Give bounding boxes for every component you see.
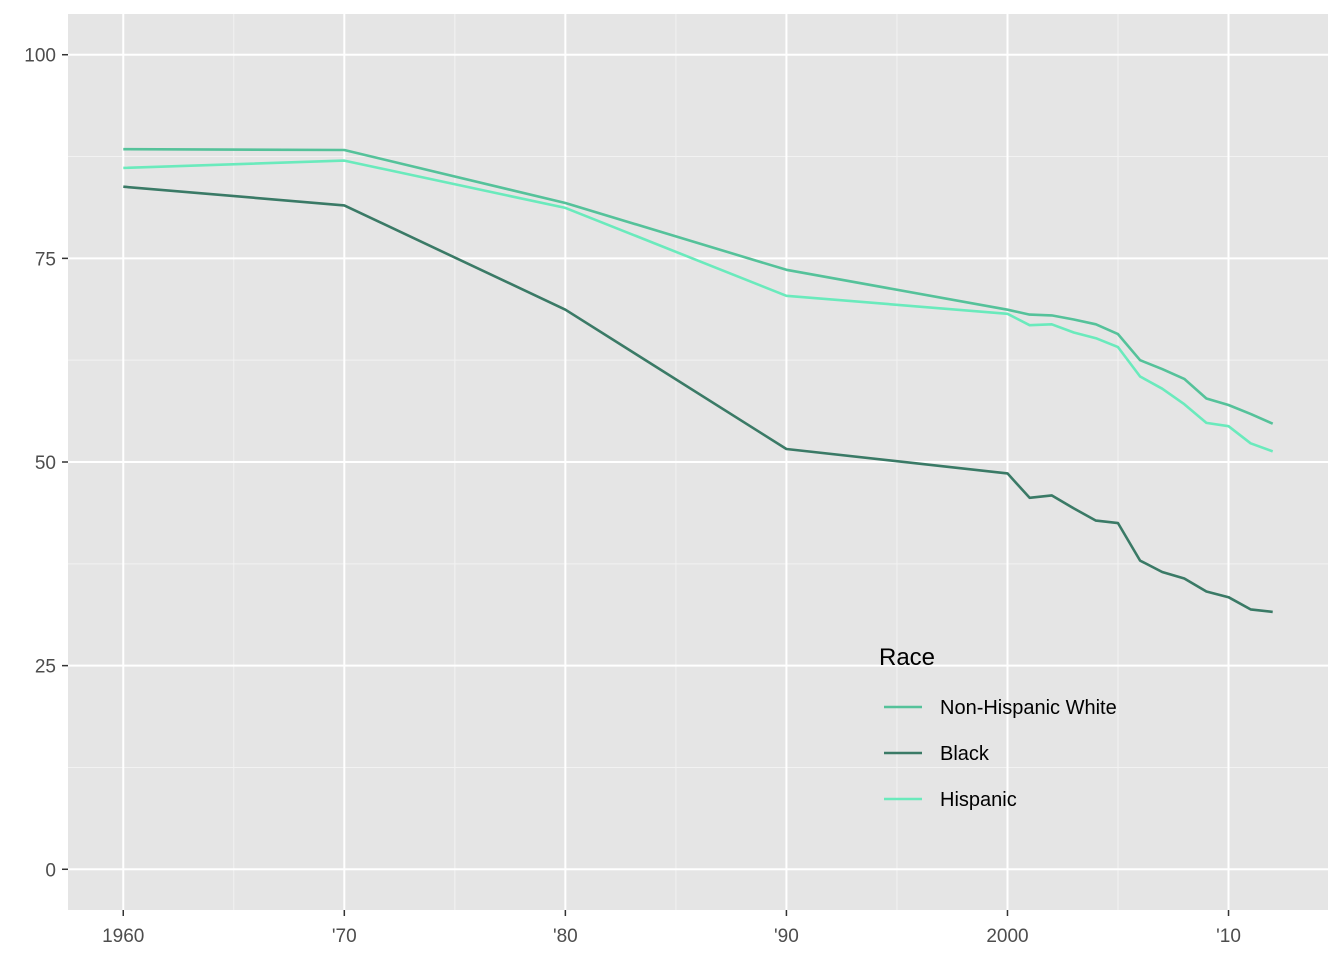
major-gridlines xyxy=(68,14,1328,910)
x-tick-label: '80 xyxy=(553,926,578,947)
x-tick-label: '10 xyxy=(1216,926,1241,947)
axis-ticks xyxy=(62,53,1230,916)
y-tick-label: 25 xyxy=(35,657,56,678)
series-lines xyxy=(123,147,1274,614)
x-tick-label: '90 xyxy=(774,926,799,947)
y-axis-tick-labels: 0 25 50 75 100 xyxy=(24,46,56,882)
legend-label: Black xyxy=(940,743,990,765)
x-tick-label: 1960 xyxy=(102,926,144,947)
legend-items: Non-Hispanic White Black Hispanic xyxy=(884,697,1117,811)
y-tick-label: 0 xyxy=(45,860,56,881)
x-tick-label: 2000 xyxy=(986,926,1028,947)
series-line-non-hispanic-white xyxy=(123,147,1274,425)
x-axis-tick-labels: 1960 '70 '80 '90 2000 '10 xyxy=(102,926,1241,947)
series-line-hispanic xyxy=(123,159,1274,453)
y-tick-label: 50 xyxy=(35,453,56,474)
legend-label: Hispanic xyxy=(940,789,1017,811)
legend-title: Race xyxy=(879,644,935,671)
y-tick-label: 100 xyxy=(24,46,56,67)
legend-label: Non-Hispanic White xyxy=(940,697,1117,719)
legend: Race Non-Hispanic White Black Hispanic xyxy=(879,644,1117,811)
y-tick-label: 75 xyxy=(35,249,56,270)
series-line-black xyxy=(123,185,1273,614)
x-tick-label: '70 xyxy=(332,926,357,947)
